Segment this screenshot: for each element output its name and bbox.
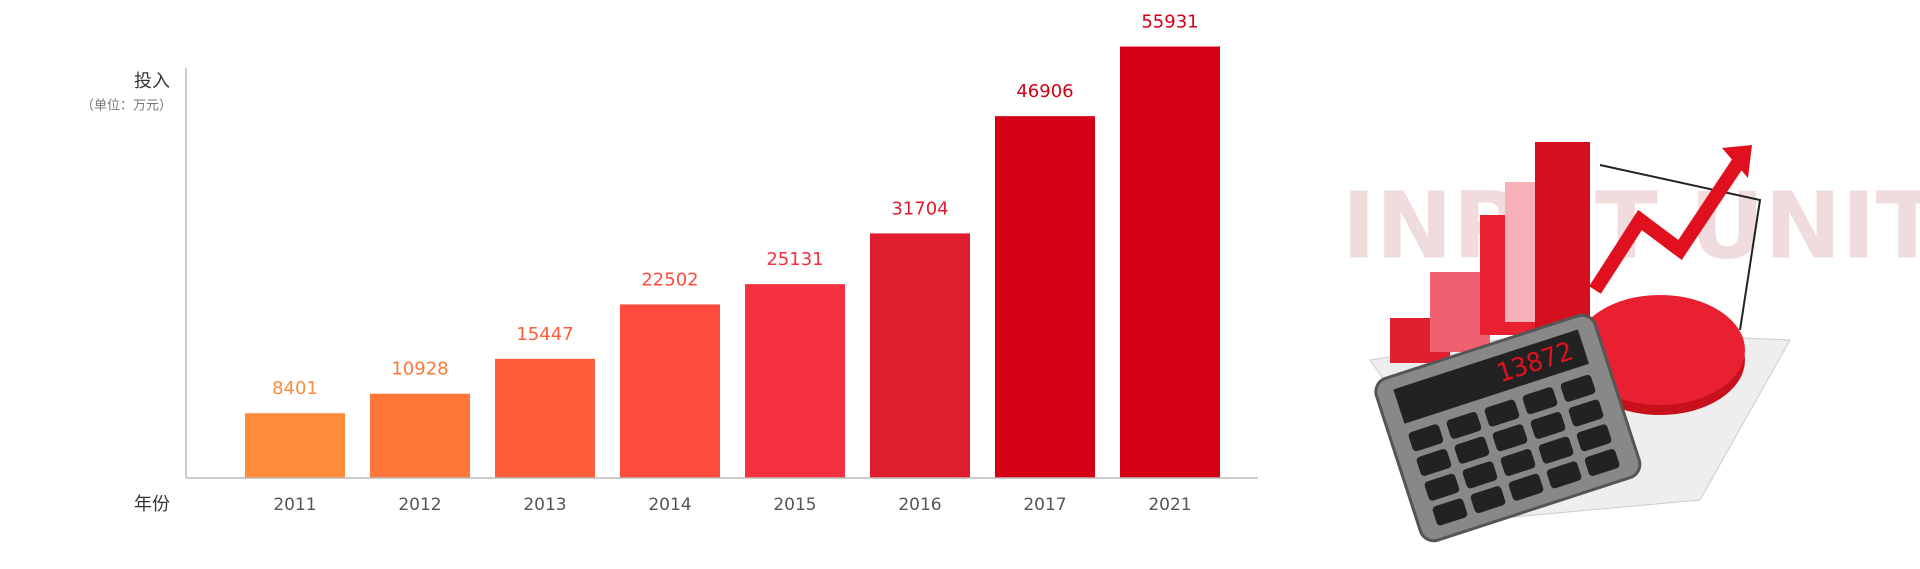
x-tick-label: 2013	[523, 495, 566, 515]
arrow-head	[1722, 145, 1752, 178]
x-tick-label: 2015	[773, 495, 816, 515]
calc-key	[1500, 449, 1536, 476]
calc-key	[1416, 449, 1452, 476]
axes: 投入 （单位：万元） 年份	[81, 68, 1258, 515]
x-tick-label: 2012	[398, 495, 441, 515]
x-axis-label: 年份	[134, 494, 170, 515]
value-label: 46906	[1016, 81, 1073, 102]
bar	[245, 413, 345, 478]
y-axis-label: 投入	[134, 71, 170, 92]
calc-keys	[1408, 374, 1620, 526]
calc-key	[1538, 436, 1574, 464]
calc-key	[1462, 461, 1498, 489]
value-label: 15447	[516, 324, 573, 345]
bar	[995, 116, 1095, 478]
calc-key	[1522, 387, 1558, 415]
value-label: 31704	[891, 198, 948, 219]
pie	[1575, 295, 1745, 405]
calc-screen	[1393, 329, 1589, 424]
calc-key	[1560, 374, 1596, 402]
calc-key	[1530, 412, 1566, 439]
x-tick-label: 2014	[648, 495, 691, 515]
illustration: INPUT UNIT 13872	[1342, 142, 1920, 543]
graph-lines	[1599, 164, 1762, 331]
bar	[495, 358, 595, 478]
arrow	[1589, 156, 1746, 294]
calc-key	[1576, 424, 1612, 452]
bar	[620, 304, 720, 478]
calc-key	[1484, 399, 1520, 427]
bar	[870, 233, 970, 478]
x-tick-label: 2017	[1023, 495, 1066, 515]
bar	[1120, 46, 1220, 478]
x-tick-label: 2016	[898, 495, 941, 515]
value-label: 55931	[1141, 12, 1198, 33]
calc-key	[1470, 486, 1506, 514]
calc-key	[1432, 498, 1468, 526]
illus-bar	[1535, 142, 1590, 332]
bar	[370, 393, 470, 478]
value-label: 8401	[272, 378, 318, 399]
calc-key	[1408, 424, 1444, 452]
calc-key	[1424, 473, 1460, 501]
calc-key	[1568, 399, 1604, 427]
calc-key	[1584, 449, 1620, 476]
calculator: 13872	[1374, 313, 1642, 543]
calc-key	[1454, 436, 1490, 464]
bars	[245, 46, 1220, 478]
x-tick-label: 2011	[273, 495, 316, 515]
y-axis-unit: （单位：万元）	[81, 99, 172, 114]
calc-key	[1508, 473, 1544, 501]
calc-key	[1546, 461, 1582, 489]
calc-key	[1446, 412, 1482, 439]
value-label: 25131	[766, 249, 823, 270]
value-label: 22502	[641, 269, 698, 290]
x-tick-label: 2021	[1148, 495, 1191, 515]
value-label: 10928	[391, 359, 448, 380]
bar	[745, 284, 845, 478]
calc-key	[1492, 424, 1528, 452]
